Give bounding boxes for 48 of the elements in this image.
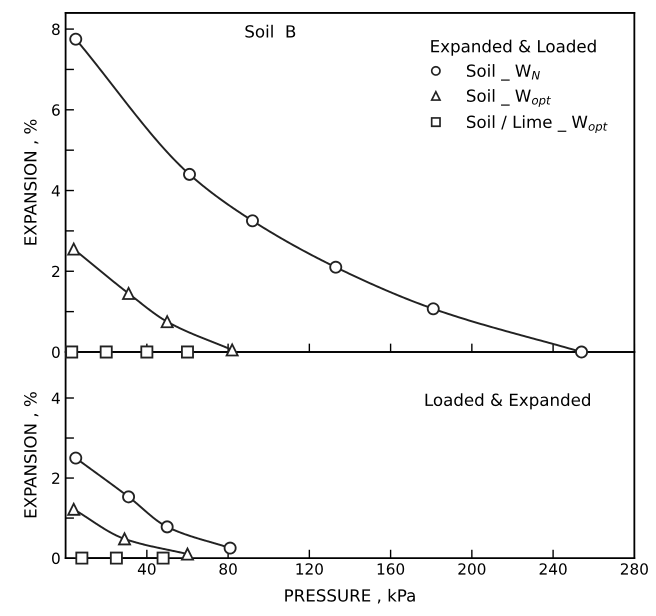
legend-label: Soil _ W$_{opt}$ [466,89,551,107]
point [181,548,194,561]
point [575,346,588,358]
x-tick-label: 280 [620,563,648,575]
point [156,552,170,565]
point [122,490,136,504]
y-tick-label: 2 [52,266,60,278]
y-axis-title: EXPANSION , % [24,392,38,518]
point [100,346,113,358]
x-tick-label: 40 [138,563,156,575]
point [183,168,196,181]
point [329,260,342,274]
point [224,542,237,555]
legend-title: Expanded & Loaded [431,40,596,56]
y-tick-label: 8 [52,24,60,36]
point [181,346,194,358]
point [67,502,80,516]
y-tick-label: 0 [52,552,60,564]
y-tick-label: 4 [52,392,60,404]
legend-label: Soil _ W$_{N}$ [466,64,540,81]
point [426,302,440,316]
point [110,552,123,565]
y-tick-label: 0 [52,346,60,358]
x-tick-label: 200 [458,563,486,575]
point [122,286,136,300]
x-tick-label: 160 [378,563,404,575]
point [140,346,154,358]
point [246,214,259,228]
point [118,532,131,546]
point [67,242,80,256]
annotation: Loaded & Expanded [426,393,590,410]
point [69,32,82,46]
point [160,315,174,328]
point [69,452,82,464]
point [160,520,174,534]
y-tick-label: 4 [52,185,60,196]
x-tick-label: 80 [219,563,237,575]
y-tick-label: 6 [52,104,60,116]
legend-label: Soil / Lime _ W$_{opt}$ [466,115,608,134]
annotation: Soil B [245,24,296,38]
point [75,552,88,565]
y-tick-label: 2 [52,472,60,484]
point [65,346,78,358]
point [226,344,239,356]
y-axis-title: EXPANSION , % [24,120,38,245]
x-tick-label: 120 [296,563,323,575]
x-axis-title: PRESSURE , kPa [285,588,415,604]
x-tick-label: 240 [540,563,567,575]
